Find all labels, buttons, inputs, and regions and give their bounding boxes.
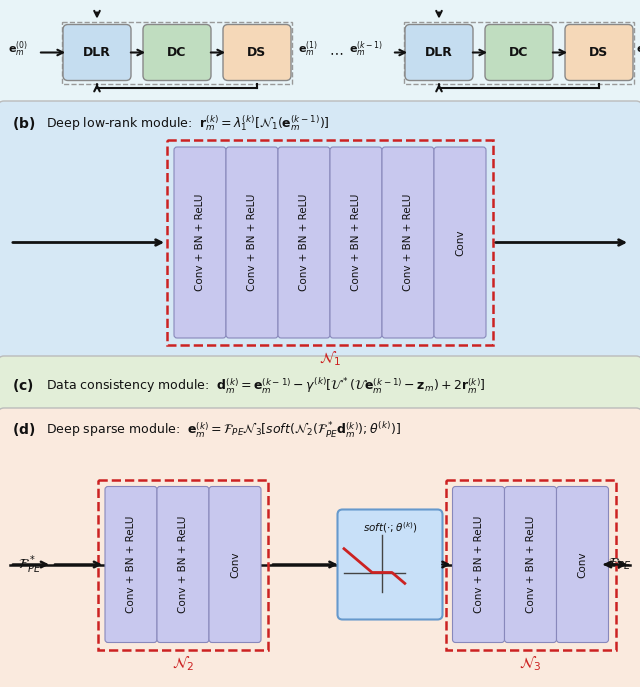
Bar: [167, 140, 493, 345]
FancyBboxPatch shape: [382, 147, 434, 338]
FancyBboxPatch shape: [157, 486, 209, 642]
Text: Conv + BN + ReLU: Conv + BN + ReLU: [195, 194, 205, 291]
FancyBboxPatch shape: [0, 0, 640, 109]
Text: $\mathcal{N}_1$: $\mathcal{N}_1$: [319, 350, 341, 368]
Text: Conv + BN + ReLU: Conv + BN + ReLU: [474, 516, 483, 613]
FancyBboxPatch shape: [226, 147, 278, 338]
Text: DS: DS: [589, 46, 609, 59]
Bar: [404, 21, 634, 84]
Text: Conv: Conv: [230, 551, 240, 578]
Text: DS: DS: [248, 46, 267, 59]
FancyBboxPatch shape: [0, 408, 640, 687]
Text: Conv + BN + ReLU: Conv + BN + ReLU: [178, 516, 188, 613]
FancyBboxPatch shape: [223, 25, 291, 80]
Bar: [62, 21, 292, 84]
Text: Conv + BN + ReLU: Conv + BN + ReLU: [126, 516, 136, 613]
FancyBboxPatch shape: [143, 25, 211, 80]
Text: DLR: DLR: [425, 46, 453, 59]
FancyBboxPatch shape: [0, 101, 640, 364]
Text: $\mathbf{e}_m^{(0)}$: $\mathbf{e}_m^{(0)}$: [8, 40, 28, 59]
Text: Conv + BN + ReLU: Conv + BN + ReLU: [247, 194, 257, 291]
FancyBboxPatch shape: [105, 486, 157, 642]
Text: DC: DC: [509, 46, 529, 59]
FancyBboxPatch shape: [174, 147, 226, 338]
Text: Conv + BN + ReLU: Conv + BN + ReLU: [299, 194, 309, 291]
Text: $\mathbf{e}_m^{(k-1)}$: $\mathbf{e}_m^{(k-1)}$: [349, 40, 383, 59]
Text: $\mathbf{(c)}$: $\mathbf{(c)}$: [12, 377, 34, 394]
Text: $\mathcal{F}_{PE}$: $\mathcal{F}_{PE}$: [609, 556, 632, 572]
FancyBboxPatch shape: [337, 510, 442, 620]
Text: $\mathbf{e}_m^{(k)}$: $\mathbf{e}_m^{(k)}$: [636, 40, 640, 59]
Bar: [98, 480, 268, 649]
Text: Conv + BN + ReLU: Conv + BN + ReLU: [351, 194, 361, 291]
FancyBboxPatch shape: [0, 356, 640, 416]
FancyBboxPatch shape: [504, 486, 557, 642]
Text: Data consistency module:  $\mathbf{d}_m^{(k)} = \mathbf{e}_m^{(k-1)} - \gamma^{(: Data consistency module: $\mathbf{d}_m^{…: [46, 376, 486, 396]
FancyBboxPatch shape: [557, 486, 609, 642]
Text: $\cdots$: $\cdots$: [329, 45, 343, 60]
Text: $\mathcal{N}_3$: $\mathcal{N}_3$: [519, 654, 542, 673]
FancyBboxPatch shape: [565, 25, 633, 80]
Text: Conv + BN + ReLU: Conv + BN + ReLU: [525, 516, 536, 613]
FancyBboxPatch shape: [330, 147, 382, 338]
FancyBboxPatch shape: [452, 486, 504, 642]
FancyBboxPatch shape: [63, 25, 131, 80]
Text: $\mathcal{N}_2$: $\mathcal{N}_2$: [172, 654, 194, 673]
Text: Deep low-rank module:  $\mathbf{r}_m^{(k)} = \lambda_1^{(k)}[\mathcal{N}_1(\math: Deep low-rank module: $\mathbf{r}_m^{(k)…: [46, 113, 330, 133]
Text: $\mathbf{(b)}$: $\mathbf{(b)}$: [12, 115, 35, 131]
FancyBboxPatch shape: [434, 147, 486, 338]
Text: DLR: DLR: [83, 46, 111, 59]
FancyBboxPatch shape: [209, 486, 261, 642]
Text: Conv + BN + ReLU: Conv + BN + ReLU: [403, 194, 413, 291]
FancyBboxPatch shape: [278, 147, 330, 338]
Text: $\mathcal{F}_{PE}^*$: $\mathcal{F}_{PE}^*$: [19, 553, 42, 576]
Text: Deep sparse module:  $\mathbf{e}_m^{(k)} = \mathcal{F}_{PE}\mathcal{N}_3[soft(\m: Deep sparse module: $\mathbf{e}_m^{(k)} …: [46, 420, 401, 440]
Text: $soft(\cdot;\theta^{(k)})$: $soft(\cdot;\theta^{(k)})$: [363, 520, 417, 535]
Text: $\mathbf{e}_m^{(1)}$: $\mathbf{e}_m^{(1)}$: [298, 40, 318, 59]
FancyBboxPatch shape: [485, 25, 553, 80]
Text: DC: DC: [167, 46, 187, 59]
Text: Conv: Conv: [577, 551, 588, 578]
Text: $\mathbf{(d)}$: $\mathbf{(d)}$: [12, 422, 35, 438]
FancyBboxPatch shape: [405, 25, 473, 80]
Text: Conv: Conv: [455, 229, 465, 256]
Bar: [445, 480, 616, 649]
